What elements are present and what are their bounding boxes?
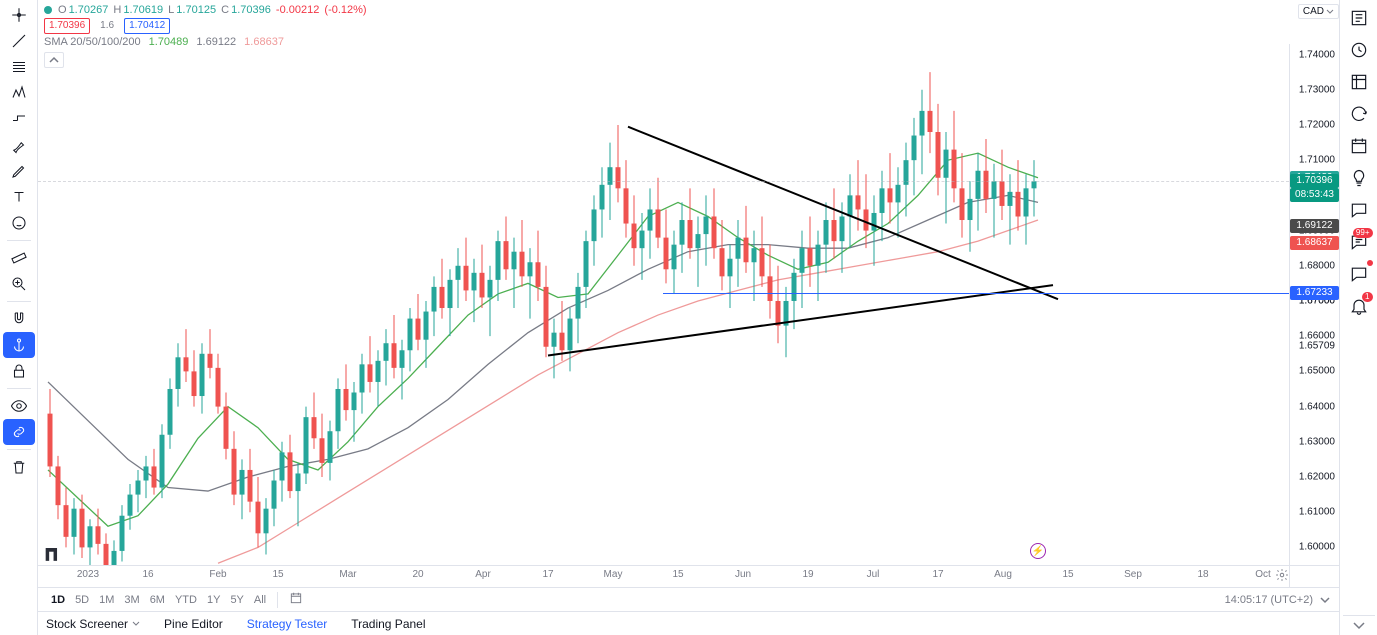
- timeframe-1D[interactable]: 1D: [46, 592, 70, 608]
- yaxis-tick: 1.68000: [1299, 260, 1335, 271]
- chat-icon[interactable]: [1343, 194, 1375, 226]
- watchlist-icon[interactable]: [1343, 2, 1375, 34]
- tool-eye[interactable]: [3, 393, 35, 419]
- price-tag: 1.69122: [1290, 219, 1339, 233]
- yaxis-tick: 1.73000: [1299, 84, 1335, 95]
- xaxis-tick: Mar: [339, 569, 356, 580]
- xaxis-tick: 17: [932, 569, 943, 580]
- refresh-icon[interactable]: [1343, 98, 1375, 130]
- hotlist-icon[interactable]: [1343, 66, 1375, 98]
- xaxis-tick: 2023: [77, 569, 99, 580]
- yaxis-tick: 1.72000: [1299, 119, 1335, 130]
- yaxis-tick: 1.62000: [1299, 471, 1335, 482]
- xaxis-tick: May: [604, 569, 623, 580]
- xaxis-tick: 18: [1197, 569, 1208, 580]
- tool-trendline[interactable]: [3, 28, 35, 54]
- xaxis-tick: 15: [272, 569, 283, 580]
- xaxis-tick: Jun: [735, 569, 751, 580]
- xaxis-tick: Jul: [867, 569, 880, 580]
- symbol-dot: [44, 6, 52, 14]
- yaxis-tick: 1.64000: [1299, 401, 1335, 412]
- tool-pattern[interactable]: [3, 80, 35, 106]
- tool-lock[interactable]: [3, 358, 35, 384]
- left-toolbar: [0, 0, 38, 635]
- bottom-tab-pine-editor[interactable]: Pine Editor: [164, 617, 223, 631]
- timeframe-5Y[interactable]: 5Y: [225, 592, 248, 608]
- bottom-tab-stock-screener[interactable]: Stock Screener: [46, 617, 140, 631]
- spread-label: 1.6: [96, 19, 118, 33]
- xaxis-tick: 16: [142, 569, 153, 580]
- tool-text[interactable]: [3, 184, 35, 210]
- tool-link[interactable]: [3, 419, 35, 445]
- right-toolbar: 99+ 1: [1339, 0, 1377, 635]
- tool-pencil[interactable]: [3, 158, 35, 184]
- timeframe-YTD[interactable]: YTD: [170, 592, 202, 608]
- yaxis-tick: 1.74000: [1299, 49, 1335, 60]
- tool-trash[interactable]: [3, 454, 35, 480]
- ohlc-readout: O1.70267 H1.70619 L1.70125 C1.70396 -0.0…: [58, 4, 369, 16]
- chart-header: O1.70267 H1.70619 L1.70125 C1.70396 -0.0…: [38, 0, 1339, 44]
- tool-magnet[interactable]: [3, 306, 35, 332]
- price-tag: 08:53:43: [1290, 188, 1339, 202]
- yaxis-tick: 1.60000: [1299, 542, 1335, 553]
- xaxis-tick: 19: [802, 569, 813, 580]
- tool-brush[interactable]: [3, 132, 35, 158]
- chart-plot[interactable]: ┏┓ ⚡: [38, 44, 1289, 565]
- yaxis-tick: 1.65709: [1299, 341, 1335, 352]
- notifications-icon[interactable]: 1: [1343, 290, 1375, 322]
- timeframe-All[interactable]: All: [249, 592, 271, 608]
- calendar-icon[interactable]: [1343, 130, 1375, 162]
- tool-anchor[interactable]: [3, 332, 35, 358]
- xaxis-tick: Oct: [1255, 569, 1271, 580]
- price-tag: 1.67233: [1290, 286, 1339, 300]
- price-tag: 1.68637: [1290, 236, 1339, 250]
- xaxis-tick: Feb: [209, 569, 226, 580]
- bottom-panel-tabs: Stock Screener Pine Editor Strategy Tester…: [38, 611, 1339, 635]
- xaxis-tick: 15: [1062, 569, 1073, 580]
- timeframe-5D[interactable]: 5D: [70, 592, 94, 608]
- bid-pill[interactable]: 1.70396: [44, 18, 90, 34]
- timeframe-6M[interactable]: 6M: [145, 592, 170, 608]
- private-chat-icon[interactable]: [1343, 258, 1375, 290]
- bottom-tab-strategy-tester[interactable]: Strategy Tester: [247, 617, 327, 631]
- timeframe-bar: 1D5D1M3M6MYTD1Y5YAll 14:05:17 (UTC+2): [38, 587, 1339, 611]
- xaxis-tick: 17: [542, 569, 553, 580]
- xaxis-tick: Apr: [475, 569, 491, 580]
- tool-projection[interactable]: [3, 106, 35, 132]
- axis-settings-icon[interactable]: [1275, 568, 1289, 585]
- xaxis-tick: Aug: [994, 569, 1012, 580]
- yaxis-tick: 1.71000: [1299, 155, 1335, 166]
- tool-emoji[interactable]: [3, 210, 35, 236]
- currency-selector[interactable]: CAD: [1298, 4, 1339, 19]
- clock-readout: 14:05:17 (UTC+2): [1225, 594, 1331, 606]
- timeframe-3M[interactable]: 3M: [119, 592, 144, 608]
- tool-ruler[interactable]: [3, 245, 35, 271]
- tool-fib[interactable]: [3, 54, 35, 80]
- yaxis-tick: 1.65000: [1299, 366, 1335, 377]
- price-axis[interactable]: 1.60000 1.61000 1.62000 1.63000 1.64000 1.650…: [1289, 44, 1339, 565]
- time-axis[interactable]: 2023 16 Feb 15 Mar 20 Apr 17 May 15 Jun 19 Jul 17 Aug 1…: [38, 565, 1289, 587]
- tool-cross[interactable]: [3, 2, 35, 28]
- streams-icon[interactable]: 99+: [1343, 226, 1375, 258]
- timeframe-1Y[interactable]: 1Y: [202, 592, 225, 608]
- bottom-tab-trading-panel[interactable]: Trading Panel: [351, 617, 425, 631]
- collapse-right-icon[interactable]: [1343, 615, 1375, 635]
- price-tag: 1.70396: [1290, 174, 1339, 188]
- xaxis-tick: 20: [412, 569, 423, 580]
- timeframe-1M[interactable]: 1M: [94, 592, 119, 608]
- xaxis-tick: Sep: [1124, 569, 1142, 580]
- collapse-bottom-icon[interactable]: [1319, 594, 1331, 606]
- ask-pill[interactable]: 1.70412: [124, 18, 170, 34]
- replay-icon[interactable]: ⚡: [1030, 543, 1046, 559]
- xaxis-tick: 15: [672, 569, 683, 580]
- yaxis-tick: 1.63000: [1299, 436, 1335, 447]
- goto-date-button[interactable]: [284, 589, 308, 610]
- yaxis-tick: 1.61000: [1299, 507, 1335, 518]
- ideas-icon[interactable]: [1343, 162, 1375, 194]
- alerts-icon[interactable]: [1343, 34, 1375, 66]
- tool-zoom[interactable]: [3, 271, 35, 297]
